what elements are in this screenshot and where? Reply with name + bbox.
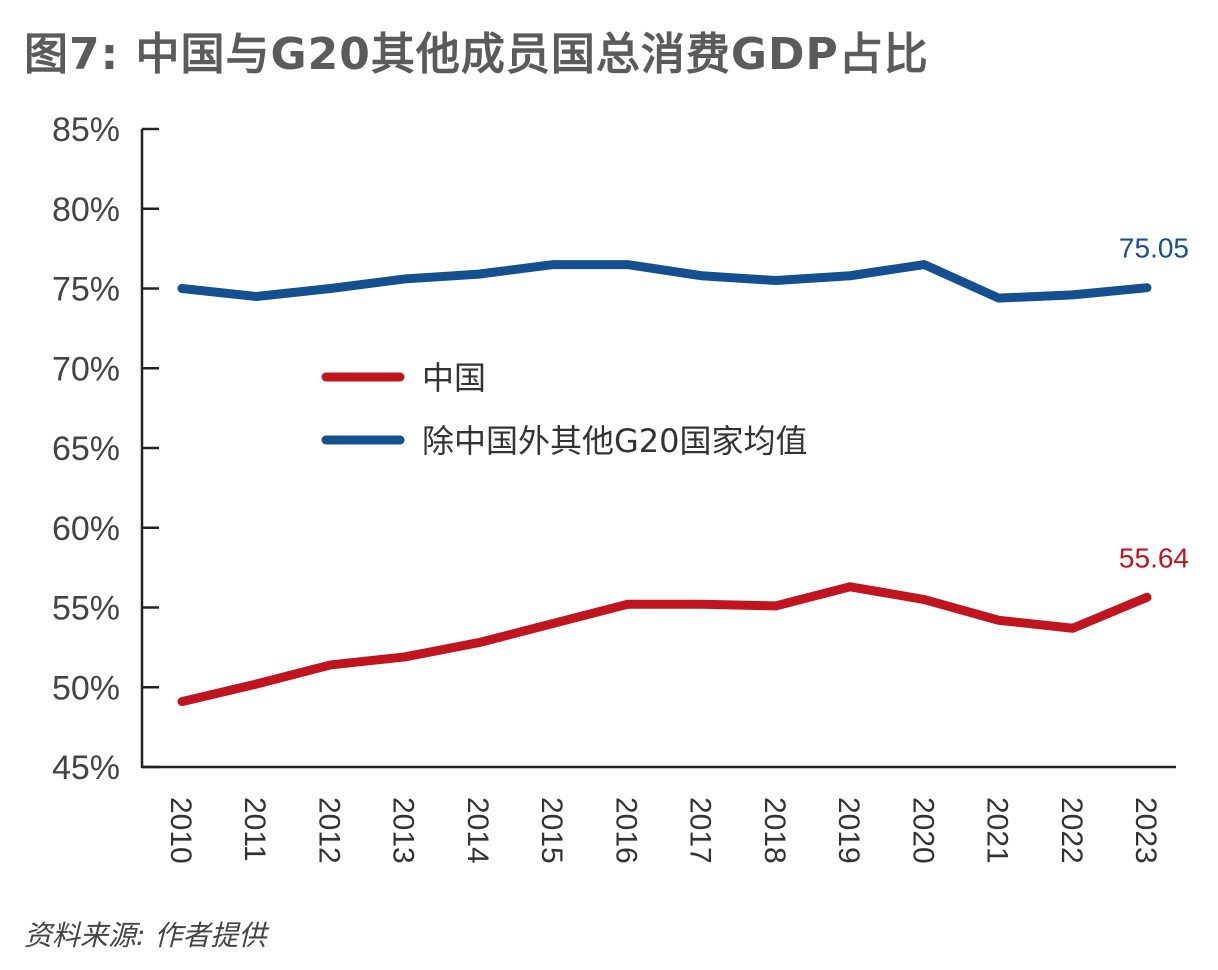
y-tick-label: 60% xyxy=(52,510,120,548)
y-tick-label: 70% xyxy=(52,350,120,388)
x-tick-label: 2017 xyxy=(684,797,717,864)
y-tick-label: 45% xyxy=(52,749,120,787)
x-tick-label: 2019 xyxy=(832,797,865,864)
y-tick-label: 80% xyxy=(52,191,120,229)
x-tick-label: 2013 xyxy=(387,797,420,864)
x-tick-label: 2010 xyxy=(164,797,197,864)
x-tick-label: 2020 xyxy=(906,797,939,864)
x-tick-label: 2021 xyxy=(981,797,1014,864)
x-tick-label: 2023 xyxy=(1129,797,1162,864)
y-tick-label: 55% xyxy=(52,590,120,628)
chart-title: 图7: 中国与G20其他成员国总消费GDP占比 xyxy=(24,29,929,80)
y-tick-label: 50% xyxy=(52,669,120,707)
x-tick-label: 2015 xyxy=(535,797,568,864)
legend-label: 除中国外其他G20国家均值 xyxy=(422,422,808,460)
series-line-g20-others xyxy=(177,260,1152,303)
x-tick-label: 2014 xyxy=(461,797,494,864)
y-tick-label: 85% xyxy=(52,111,120,149)
y-tick-label: 65% xyxy=(52,430,120,468)
x-tick-label: 2012 xyxy=(312,797,345,864)
x-tick-label: 2022 xyxy=(1055,797,1088,864)
source-note: 资料来源: 作者提供 xyxy=(24,919,267,952)
end-data-label: 55.64 xyxy=(1119,542,1189,573)
end-data-label: 75.05 xyxy=(1119,233,1189,264)
x-tick-label: 2011 xyxy=(238,797,271,862)
x-tick-label: 2016 xyxy=(609,797,642,864)
series-line-china xyxy=(177,582,1152,707)
legend-label: 中国 xyxy=(422,359,486,397)
y-tick-label: 75% xyxy=(52,271,120,309)
x-tick-label: 2018 xyxy=(758,797,791,864)
